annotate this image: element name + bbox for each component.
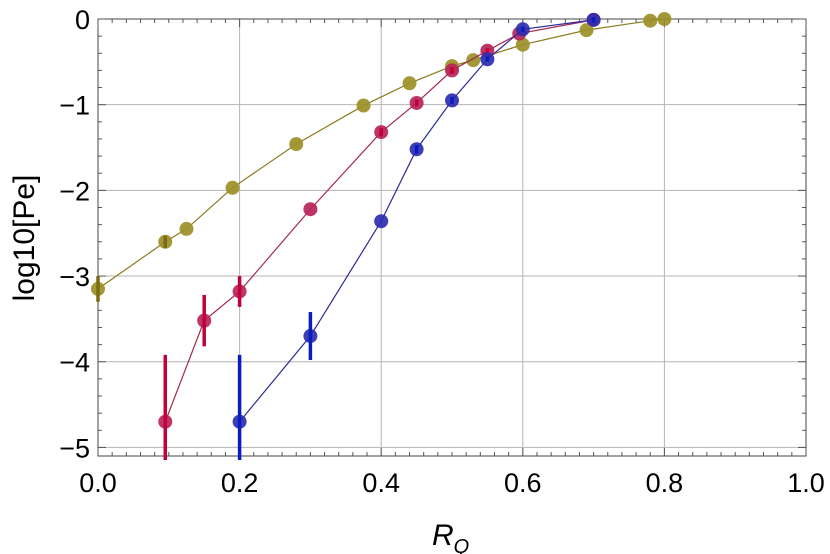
data-point [579, 23, 594, 38]
y-tick-label: −5 [59, 433, 90, 463]
y-tick-label: −3 [59, 262, 90, 292]
x-tick-label: 0.6 [504, 468, 542, 498]
x-axis-label: RQ [432, 519, 469, 554]
x-tick-label: 0.4 [362, 468, 400, 498]
x-axis-label-main: R [432, 519, 454, 552]
series-line [239, 19, 594, 423]
y-tick-labels: 0 −1 −2 −3 −4 −5 [59, 5, 90, 463]
x-tick-labels: 0.0 0.2 0.4 0.6 0.8 1.0 [79, 468, 825, 498]
series-line [164, 19, 594, 422]
y-axis-label: log10[Pe] [8, 175, 41, 302]
x-tick-label: 1.0 [787, 468, 825, 498]
x-tick-label: 0.8 [646, 468, 684, 498]
series-layer [91, 12, 672, 460]
x-tick-label: 0.0 [79, 468, 117, 498]
data-point [643, 13, 658, 28]
data-point [289, 137, 304, 152]
data-point [356, 98, 371, 113]
data-point [303, 202, 318, 217]
y-tick-label: −4 [59, 348, 90, 378]
grid [98, 19, 806, 456]
y-tick-label: 0 [75, 5, 90, 35]
data-point [179, 221, 194, 236]
data-point [402, 76, 417, 91]
series-1 [158, 12, 601, 460]
y-tick-label: −2 [59, 176, 90, 206]
series-2 [232, 12, 601, 460]
data-point [515, 37, 530, 52]
x-tick-label: 0.2 [221, 468, 259, 498]
plot-frame [97, 18, 807, 457]
data-point [374, 214, 389, 229]
frame-ticks [97, 18, 807, 456]
data-point [657, 12, 672, 26]
y-tick-label: −1 [59, 91, 90, 121]
data-point [225, 180, 240, 195]
x-axis-label-subscript: Q [454, 536, 470, 554]
